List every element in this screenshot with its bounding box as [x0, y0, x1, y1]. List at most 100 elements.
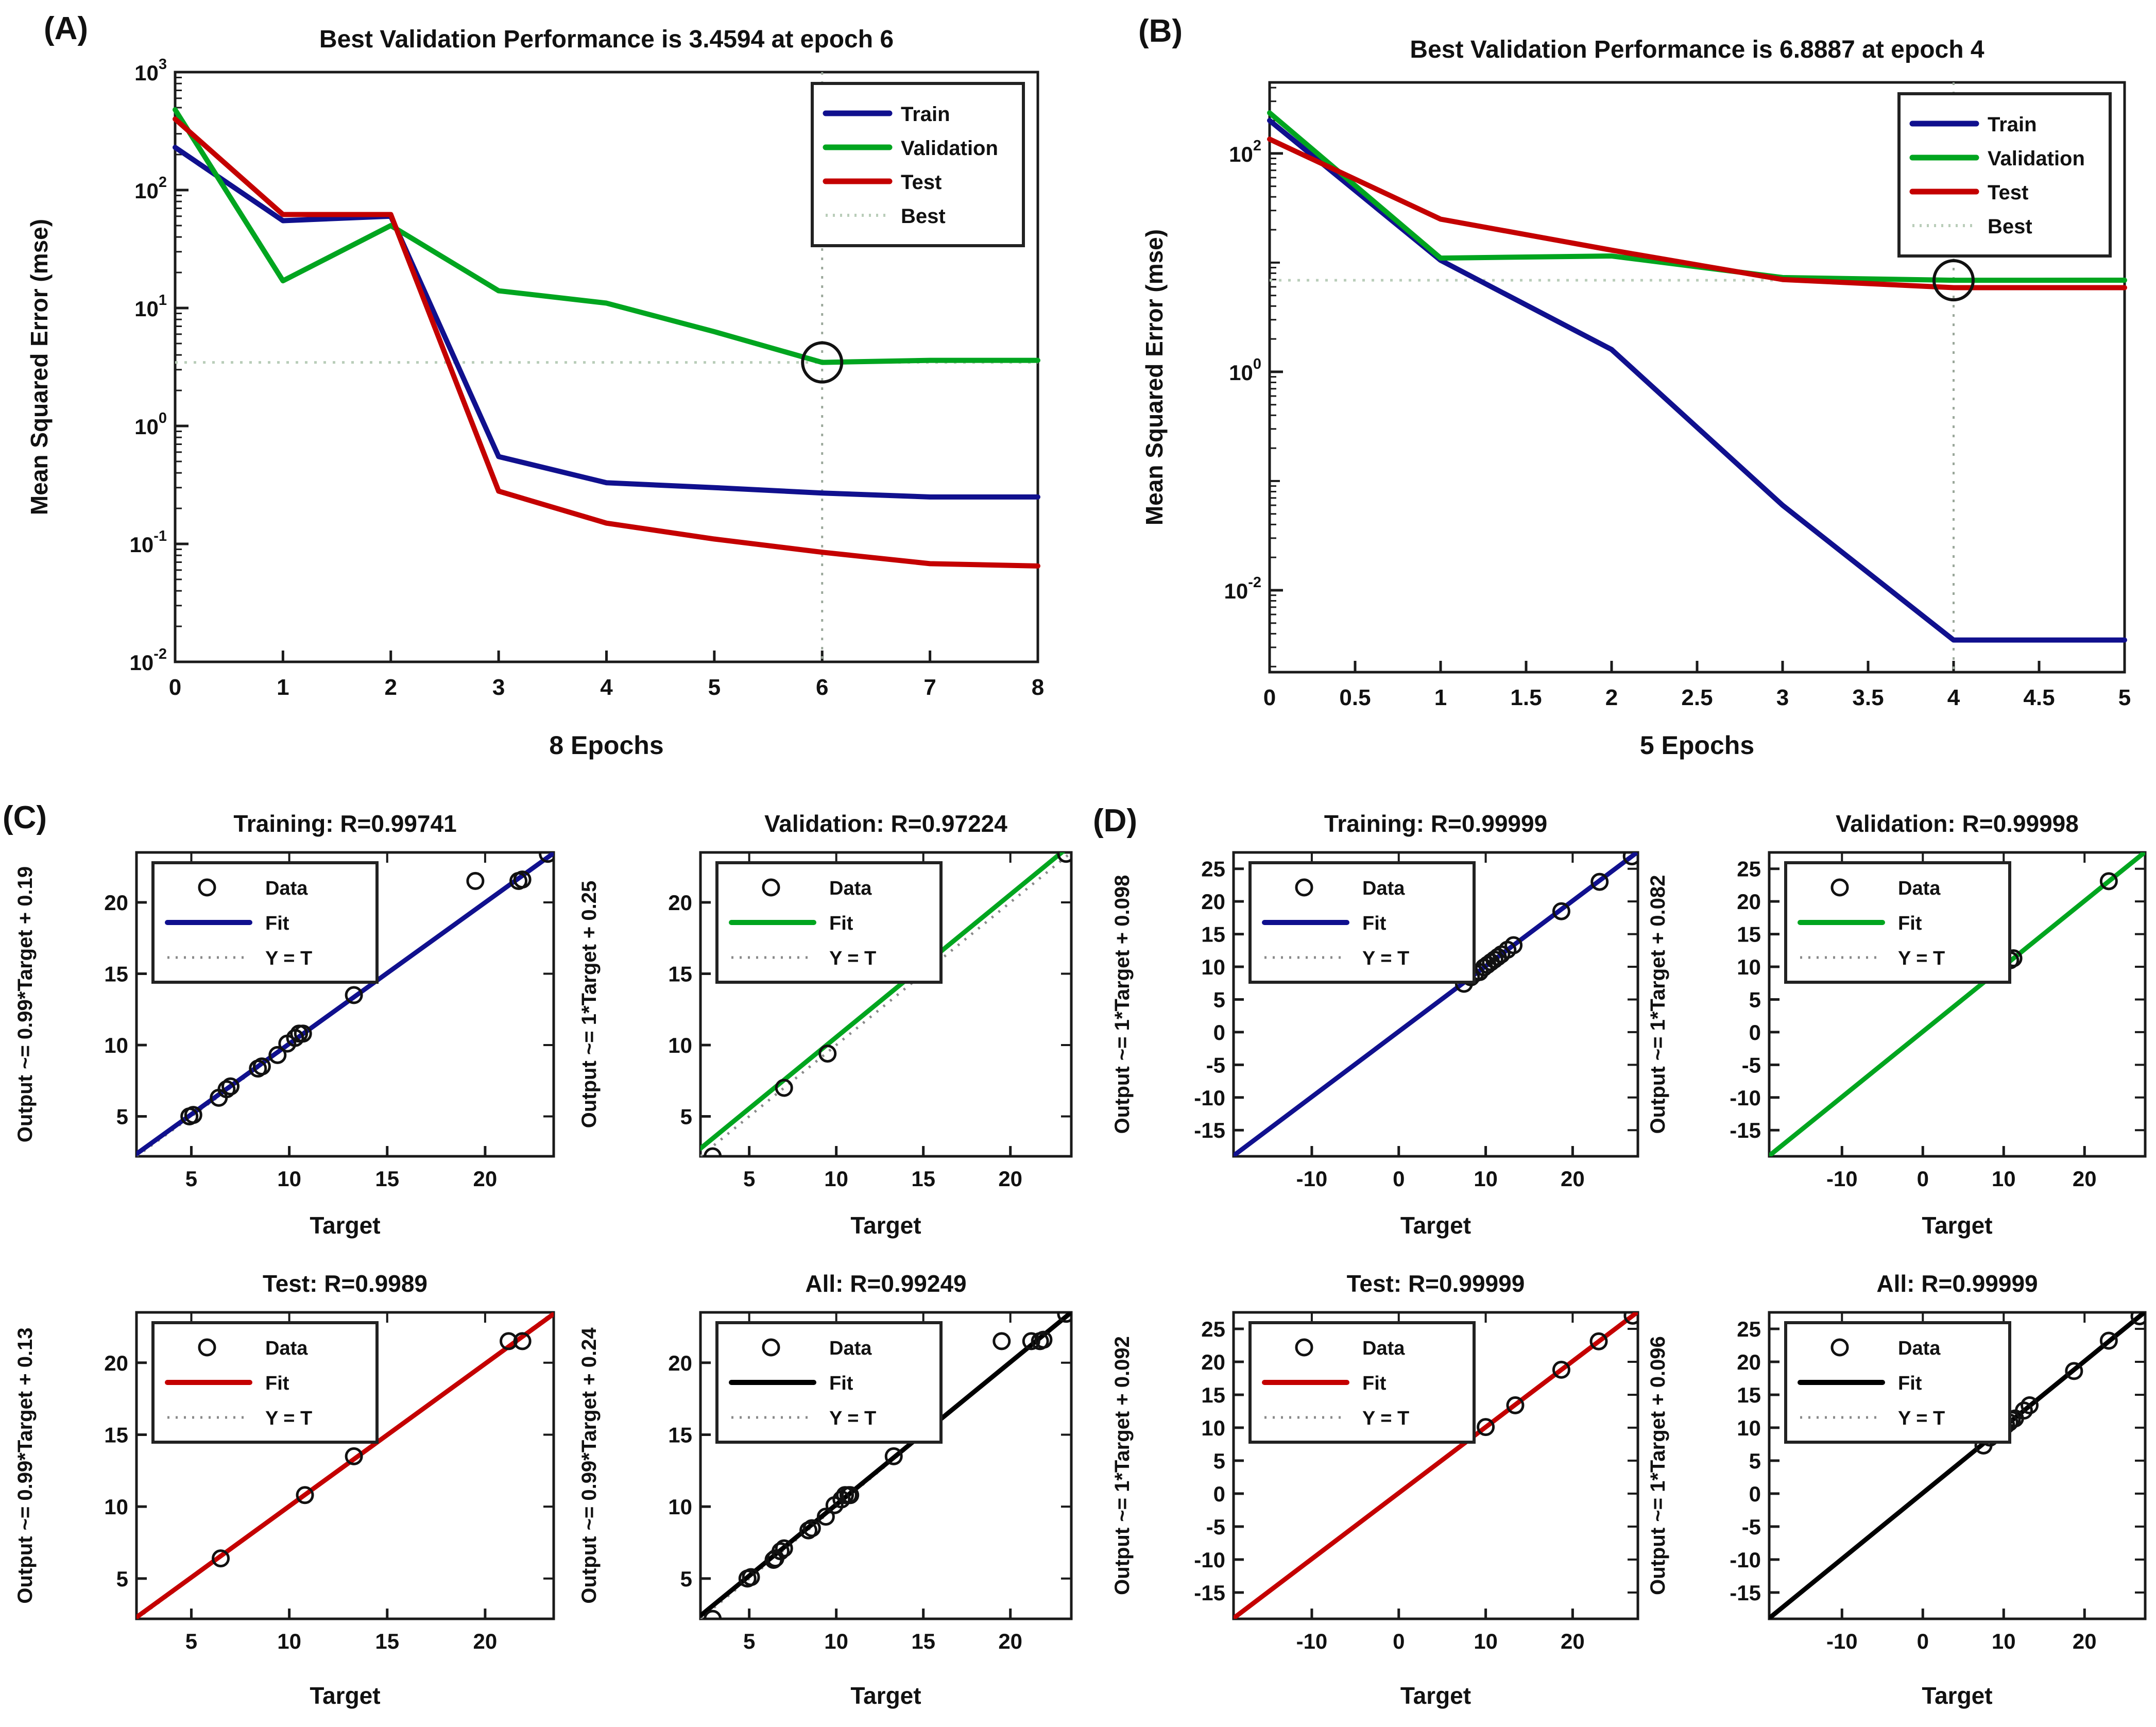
x-axis-label: 8 Epochs — [549, 731, 663, 760]
y-tick-label: 20 — [668, 1351, 692, 1375]
x-axis-label: Target — [1400, 1682, 1471, 1709]
y-tick-label: 10-1 — [129, 528, 167, 557]
y-tick-label: -15 — [1730, 1118, 1761, 1142]
y-axis-label: Output ~= 0.99*Target + 0.13 — [14, 1327, 37, 1603]
data-point-marker — [775, 1539, 793, 1558]
x-tick-label: 5 — [743, 1167, 755, 1191]
x-tick-label: 2.5 — [1681, 685, 1713, 710]
y-tick-label: 5 — [1749, 987, 1761, 1012]
data-point-marker — [217, 1080, 236, 1099]
y-axis-label: Output ~= 1*Target + 0.098 — [1111, 875, 1134, 1134]
legend-label: Fit — [829, 1373, 853, 1394]
y-tick-label: 25 — [1737, 857, 1761, 881]
data-point-marker — [500, 1332, 518, 1350]
y-tick-label: 5 — [1749, 1449, 1761, 1473]
legend: Data Fit Y = T — [1248, 861, 1476, 984]
fit-line — [700, 1312, 1071, 1618]
C_val-svg: Validation: R=0.97224 5 10 15 20 5 10 15 20 Targe… — [578, 810, 1073, 1239]
data-point-marker — [1623, 1312, 1638, 1325]
y-tick-label: -5 — [1206, 1515, 1225, 1539]
fit-line — [1234, 1312, 1638, 1619]
data-point-marker — [802, 1519, 821, 1537]
y-tick-label: 15 — [1201, 1383, 1225, 1407]
C_test-svg: Test: R=0.9989 5 10 15 20 5 10 15 20 Target Output… — [14, 1270, 555, 1709]
x-tick-label: 4 — [600, 675, 613, 700]
y-tick-label: 10 — [1201, 955, 1225, 979]
D_val-svg: Validation: R=0.99998 -10 0 10 20 -15 -10 -5 0 5 1… — [1647, 810, 2147, 1239]
x-tick-label: 15 — [911, 1629, 935, 1653]
data-point-marker — [2021, 1396, 2039, 1414]
y-tick-label: 15 — [104, 962, 128, 986]
y-tick-label: 15 — [104, 1423, 128, 1447]
fit-line — [1769, 1312, 2145, 1619]
y-tick-label: 20 — [104, 1351, 128, 1375]
y-tick-label: 10 — [1201, 1416, 1225, 1440]
y-axis-label: Output ~= 0.99*Target + 0.24 — [578, 1327, 601, 1604]
plot-area — [1769, 852, 2145, 1156]
y-tick-label: 0 — [1213, 1020, 1225, 1045]
x-tick-label: 0 — [169, 675, 181, 700]
legend-label: Fit — [1898, 913, 1922, 934]
data-point-marker — [513, 1332, 532, 1350]
data-point-marker — [2099, 872, 2118, 891]
x-tick-label: 10 — [277, 1629, 301, 1653]
data-point-marker — [184, 1106, 202, 1124]
x-tick-label: 3 — [492, 675, 505, 700]
x-tick-label: 3 — [1776, 685, 1789, 710]
data-points — [212, 1332, 532, 1568]
x-tick-label: 5 — [2118, 685, 2131, 710]
y-tick-label: 25 — [1201, 1317, 1225, 1341]
regression-chart-d-validation: Validation: R=0.99998 -10 0 10 20 -15 -10 -5 0 5 1… — [1638, 793, 2153, 1254]
x-tick-label: 0.5 — [1339, 685, 1371, 710]
fit-line — [1234, 852, 1638, 1156]
y-equals-t-line — [700, 852, 1071, 1156]
C_all-svg: All: R=0.99249 5 10 15 20 5 10 15 20 Target Output… — [578, 1270, 1073, 1709]
data-point-marker — [704, 1147, 722, 1156]
data-point-marker — [1506, 1396, 1525, 1414]
y-tick-label: 15 — [1201, 922, 1225, 947]
x-tick-label: 0 — [1393, 1167, 1405, 1191]
y-axis-label: Output ~= 0.99*Target + 0.19 — [14, 866, 37, 1142]
y-axis-label: Output ~= 1*Target + 0.092 — [1111, 1336, 1134, 1595]
C_train-svg: Training: R=0.99741 5 10 15 20 5 10 15 20 Target O… — [14, 810, 555, 1239]
data-point-marker — [884, 1447, 903, 1465]
data-point-marker — [268, 1046, 287, 1064]
chart-title: Test: R=0.9989 — [263, 1270, 427, 1297]
y-tick-label: 103 — [134, 56, 167, 85]
y-tick-label: -5 — [1742, 1053, 1761, 1077]
x-tick-label: 4.5 — [2023, 685, 2055, 710]
chart-title: All: R=0.99249 — [805, 1270, 966, 1297]
x-tick-label: 1 — [277, 675, 289, 700]
data-point-marker — [296, 1486, 314, 1504]
y-tick-label: 0 — [1749, 1020, 1761, 1045]
data-point-marker — [345, 1447, 363, 1465]
plot-area — [700, 1312, 1071, 1619]
data-point-marker — [1589, 1332, 1608, 1350]
x-tick-label: 8 — [1032, 675, 1044, 700]
y-tick-label: 20 — [1201, 890, 1225, 914]
legend-label: Data — [1362, 878, 1405, 899]
chart-title: Training: R=0.99741 — [233, 810, 456, 837]
B-svg: Best Validation Performance is 6.8887 at… — [1141, 36, 2131, 760]
panel-label-c: (C) — [3, 800, 47, 835]
data-point-marker — [1057, 852, 1071, 863]
legend-label: Data — [829, 1338, 872, 1359]
y-tick-label: 100 — [134, 410, 167, 439]
chart-title: Best Validation Performance is 6.8887 at… — [1410, 36, 1984, 63]
chart-title: Training: R=0.99999 — [1324, 810, 1547, 837]
legend: Data Fit Y = T — [151, 861, 379, 984]
y-tick-label: 25 — [1201, 857, 1225, 881]
data-point-marker — [513, 870, 532, 889]
data-point-marker — [1590, 873, 1609, 891]
x-axis-label: 5 Epochs — [1640, 731, 1754, 760]
x-tick-label: 10 — [824, 1629, 848, 1653]
data-point-marker — [1057, 1312, 1071, 1323]
y-axis-label: Output ~= 1*Target + 0.25 — [578, 881, 601, 1128]
D_test-svg: Test: R=0.99999 -10 0 10 20 -15 -10 -5 0 5 10 15 20 2… — [1111, 1270, 1639, 1709]
data-point-marker — [816, 1508, 835, 1526]
regression-chart-c-test: Test: R=0.9989 5 10 15 20 5 10 15 20 Target Output… — [5, 1261, 567, 1724]
y-tick-label: 10 — [668, 1495, 692, 1519]
y-tick-label: 20 — [1737, 1350, 1761, 1374]
y-tick-label: 15 — [1737, 1383, 1761, 1407]
